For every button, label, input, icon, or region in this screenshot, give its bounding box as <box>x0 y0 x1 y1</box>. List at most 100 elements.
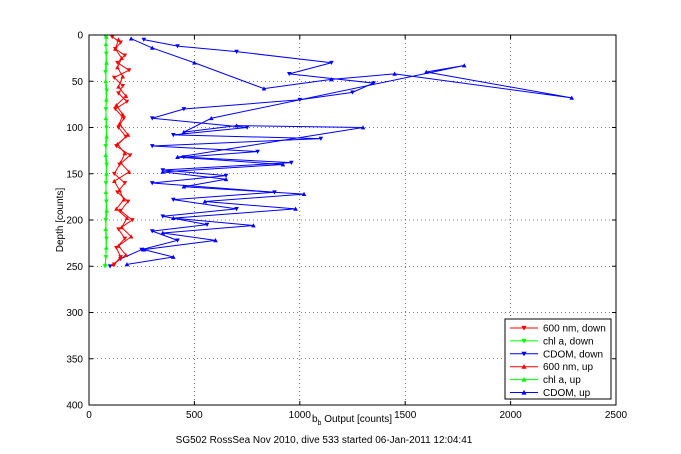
data-point <box>329 60 334 66</box>
y-axis-ticks: 0 50 100 150 200 250 300 350 400 <box>66 31 616 412</box>
data-point <box>171 197 176 202</box>
x-axis-label-subscript: b <box>318 420 322 427</box>
data-point <box>116 243 121 248</box>
legend-marker <box>521 364 527 369</box>
data-point <box>149 181 155 186</box>
legend-box <box>504 318 612 400</box>
data-point <box>255 149 260 154</box>
data-point <box>125 132 131 137</box>
data-point <box>128 234 134 239</box>
data-point <box>118 40 123 45</box>
data-point <box>371 81 376 86</box>
legend-marker <box>521 325 527 331</box>
data-point <box>124 215 130 220</box>
legend-label: CDOM, up <box>543 388 591 399</box>
data-point <box>103 78 108 84</box>
data-point <box>116 91 121 96</box>
y-tick-label: 0 <box>77 31 83 42</box>
data-point <box>110 262 116 267</box>
data-point <box>139 247 144 252</box>
data-point <box>114 206 119 211</box>
data-point <box>126 68 132 73</box>
data-point <box>122 181 128 186</box>
legend-marker <box>521 351 527 357</box>
data-point <box>115 60 120 66</box>
data-point <box>113 46 118 51</box>
data-point <box>111 171 117 177</box>
data-point <box>329 77 334 82</box>
data-point <box>125 199 131 204</box>
y-tick-label: 350 <box>66 354 83 365</box>
data-point <box>116 84 121 89</box>
series-line <box>126 38 572 265</box>
y-axis-label: Depth [counts] <box>55 188 66 253</box>
data-point <box>171 254 176 259</box>
data-point <box>149 45 155 50</box>
data-point <box>118 255 123 260</box>
data-point <box>360 125 366 130</box>
data-point <box>301 191 307 196</box>
data-point <box>128 36 134 41</box>
legend-label: chl a, up <box>543 375 581 386</box>
data-point <box>103 115 109 121</box>
data-point <box>109 35 115 40</box>
data-point <box>213 238 218 243</box>
data-point <box>318 136 324 141</box>
data-point <box>126 169 132 174</box>
data-point <box>118 160 123 165</box>
data-point <box>160 214 166 219</box>
data-point <box>121 116 127 121</box>
x-tick-label: 500 <box>186 410 203 421</box>
y-tick-label: 50 <box>72 77 84 88</box>
data-point <box>103 97 109 102</box>
data-point <box>251 223 256 228</box>
chart-caption: SG502 RossSea Nov 2010, dive 533 started… <box>176 435 473 446</box>
x-tick-label: 1000 <box>289 410 312 421</box>
legend-marker <box>521 389 527 395</box>
data-point <box>124 99 130 104</box>
series-4 <box>103 34 110 267</box>
data-point <box>103 34 109 39</box>
data-point <box>234 123 239 128</box>
legend-entry: CDOM, up <box>510 388 591 399</box>
y-tick-label: 150 <box>66 169 83 180</box>
data-point <box>107 264 113 269</box>
data-point <box>104 208 110 213</box>
data-point <box>103 41 109 47</box>
data-point <box>181 107 187 112</box>
data-point <box>204 222 210 227</box>
x-axis-label-main: b <box>312 414 318 425</box>
legend-label: 600 nm, up <box>543 362 593 373</box>
data-point <box>149 116 155 121</box>
data-point <box>103 262 108 267</box>
data-point <box>192 60 197 65</box>
data-point <box>392 71 397 76</box>
data-point <box>118 208 123 214</box>
series-line <box>109 39 376 267</box>
legend-label: 600 nm, down <box>543 324 606 335</box>
x-tick-label: 1500 <box>394 410 417 421</box>
data-point <box>117 121 122 126</box>
legend-label: CDOM, down <box>543 349 603 360</box>
legend-marker <box>521 338 527 344</box>
data-point <box>127 153 133 158</box>
data-point <box>129 218 135 223</box>
y-tick-label: 100 <box>66 123 83 134</box>
y-tick-label: 200 <box>66 216 83 227</box>
data-point <box>116 227 121 232</box>
x-axis-label-rest: Output [counts] <box>321 414 392 425</box>
y-tick-label: 400 <box>66 401 83 412</box>
x-tick-label: 2500 <box>605 410 628 421</box>
data-point <box>122 236 128 241</box>
legend-entry: 600 nm, down <box>510 324 606 335</box>
data-point <box>104 171 109 176</box>
data-point <box>120 112 126 117</box>
data-point <box>149 229 155 234</box>
data-point <box>117 188 122 193</box>
series-3 <box>110 37 134 267</box>
data-point <box>119 55 124 60</box>
data-point <box>202 199 208 204</box>
data-point <box>103 218 108 223</box>
data-point <box>261 86 267 91</box>
